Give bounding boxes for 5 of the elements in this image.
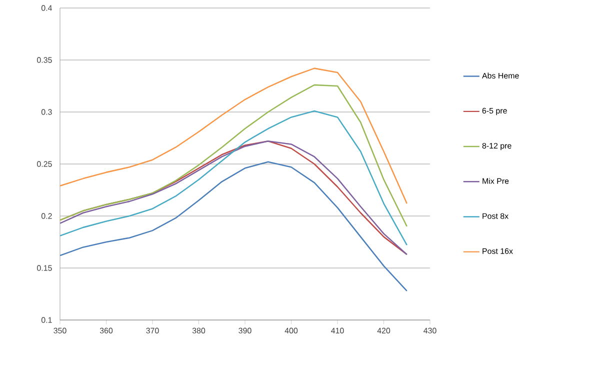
line-series (60, 110, 408, 246)
line-series (60, 140, 408, 256)
line-series (60, 84, 408, 228)
line-series (60, 161, 408, 292)
line-series (60, 68, 408, 204)
